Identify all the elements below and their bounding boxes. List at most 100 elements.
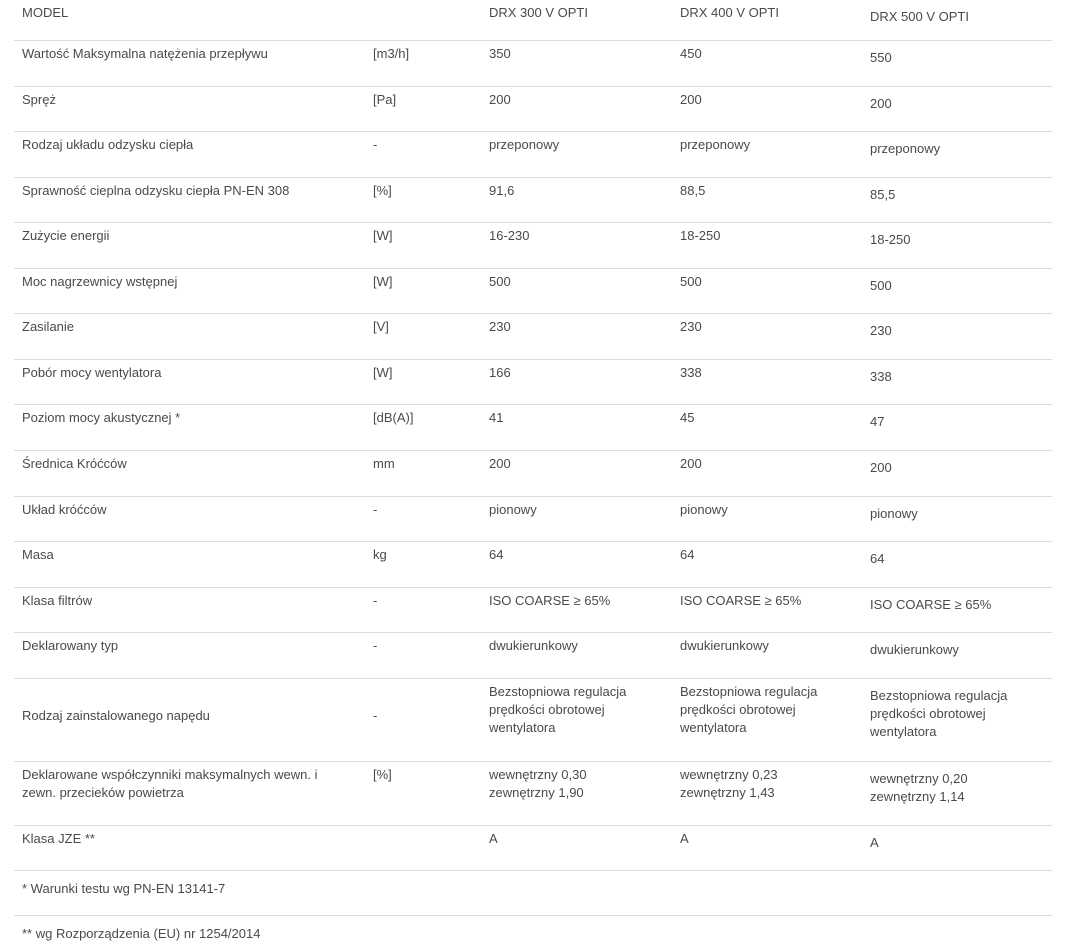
table-row: Układ króćców - pionowy pionowy pionowy xyxy=(14,496,1052,542)
row-label: Pobór mocy wentylatora xyxy=(22,365,162,380)
model-1-value: 230 xyxy=(489,319,511,334)
model-3-value: 230 xyxy=(870,323,892,338)
row-unit xyxy=(373,826,489,830)
table-row: Deklarowany typ - dwukierunkowy dwukierunko… xyxy=(14,632,1052,679)
row-unit: mm xyxy=(373,456,395,471)
model-3-value: ISO COARSE ≥ 65% xyxy=(870,597,992,612)
row-label: Moc nagrzewnicy wstępnej xyxy=(22,274,178,289)
row-label: Rodzaj zainstalowanego napędu xyxy=(22,708,210,723)
row-label: Sprawność cieplna odzysku ciepła PN-EN 3… xyxy=(22,183,290,198)
model-1-value: 500 xyxy=(489,274,511,289)
footnote: ** wg Rozporządzenia (EU) nr 1254/2014 xyxy=(22,926,261,941)
model-2-value: 338 xyxy=(680,365,702,380)
row-unit: - xyxy=(373,502,378,517)
model-2-value: 64 xyxy=(680,547,695,562)
model-2-value: pionowy xyxy=(680,502,728,517)
model-2-value: 200 xyxy=(680,456,702,471)
table-row: Deklarowane współczynniki maksymalnych w… xyxy=(14,761,1052,826)
model-2-value: 45 xyxy=(680,410,695,425)
model-2-value: wewnętrzny 0,23 zewnętrzny 1,43 xyxy=(680,767,778,800)
row-label: Klasa JZE ** xyxy=(22,831,95,846)
row-label: MODEL xyxy=(22,5,69,20)
model-2-value: Bezstopniowa regulacja prędkości obrotow… xyxy=(680,684,818,735)
model-3-value: 200 xyxy=(870,460,892,475)
row-label: Deklarowane współczynniki maksymalnych w… xyxy=(22,767,318,800)
model-3-value: DRX 500 V OPTI xyxy=(870,9,969,24)
model-2-value: 88,5 xyxy=(680,183,706,198)
row-label: Zasilanie xyxy=(22,319,75,334)
row-label: Deklarowany typ xyxy=(22,638,119,653)
model-1-value: ISO COARSE ≥ 65% xyxy=(489,593,611,608)
model-2-value: 230 xyxy=(680,319,702,334)
row-label: Układ króćców xyxy=(22,502,107,517)
model-3-value: Bezstopniowa regulacja prędkości obrotow… xyxy=(870,688,1008,739)
model-3-value: dwukierunkowy xyxy=(870,642,959,657)
table-row: Masa kg 64 64 64 xyxy=(14,541,1052,588)
model-3-value: przeponowy xyxy=(870,141,941,156)
model-1-value: 350 xyxy=(489,46,511,61)
model-3-value: 18-250 xyxy=(870,232,911,247)
footnote-row: ** wg Rozporządzenia (EU) nr 1254/2014 xyxy=(14,916,1052,949)
model-2-value: A xyxy=(680,831,689,846)
row-label: Klasa filtrów xyxy=(22,593,93,608)
table-row: Sprawność cieplna odzysku ciepła PN-EN 3… xyxy=(14,177,1052,223)
table-row: Klasa filtrów - ISO COARSE ≥ 65% ISO COARSE… xyxy=(14,587,1052,633)
row-unit: [%] xyxy=(373,183,392,198)
model-3-value: 500 xyxy=(870,278,892,293)
model-2-value: ISO COARSE ≥ 65% xyxy=(680,593,802,608)
row-label: Spręż xyxy=(22,92,56,107)
row-unit xyxy=(373,0,489,4)
table-row: Spręż [Pa] 200 200 200 xyxy=(14,86,1052,132)
model-3-value: 338 xyxy=(870,369,892,384)
row-unit: [V] xyxy=(373,319,389,334)
row-unit: [m3/h] xyxy=(373,46,410,61)
model-1-value: wewnętrzny 0,30 zewnętrzny 1,90 xyxy=(489,767,587,800)
row-unit: - xyxy=(373,708,378,723)
table-row: Zasilanie [V] 230 230 230 xyxy=(14,313,1052,360)
row-unit: [Pa] xyxy=(373,92,397,107)
row-unit: [W] xyxy=(373,274,393,289)
model-3-value: A xyxy=(870,835,879,850)
model-3-value: wewnętrzny 0,20 zewnętrzny 1,14 xyxy=(870,771,968,804)
model-1-value: dwukierunkowy xyxy=(489,638,578,653)
model-3-value: 47 xyxy=(870,414,885,429)
model-1-value: 64 xyxy=(489,547,504,562)
model-1-value: 91,6 xyxy=(489,183,515,198)
row-unit: - xyxy=(373,137,378,152)
model-3-value: 85,5 xyxy=(870,187,896,202)
row-unit: - xyxy=(373,638,378,653)
model-2-value: 450 xyxy=(680,46,702,61)
model-1-value: pionowy xyxy=(489,502,537,517)
table-row: Rodzaj zainstalowanego napędu - Bezstopnio… xyxy=(14,678,1052,762)
model-1-value: DRX 300 V OPTI xyxy=(489,5,588,20)
model-2-value: 18-250 xyxy=(680,228,721,243)
model-1-value: 200 xyxy=(489,456,511,471)
table-row: Średnica Króćców mm 200 200 200 xyxy=(14,450,1052,497)
model-1-value: A xyxy=(489,831,498,846)
table-row: Pobór mocy wentylatora [W] 166 338 338 xyxy=(14,359,1052,405)
row-unit: [W] xyxy=(373,228,393,243)
model-2-value: przeponowy xyxy=(680,137,751,152)
model-1-value: przeponowy xyxy=(489,137,560,152)
footnote: * Warunki testu wg PN-EN 13141-7 xyxy=(22,881,226,896)
model-2-value: 200 xyxy=(680,92,702,107)
row-label: Wartość Maksymalna natężenia przepływu xyxy=(22,46,268,61)
table-row: Zużycie energii [W] 16-230 18-250 18-250 xyxy=(14,222,1052,269)
table-row: Rodzaj układu odzysku ciepła - przeponowy p… xyxy=(14,131,1052,178)
row-label: Średnica Króćców xyxy=(22,456,127,471)
specification-table: MODEL DRX 300 V OPTI DRX 400 V OPTI DRX 500… xyxy=(14,0,1052,949)
model-1-value: 200 xyxy=(489,92,511,107)
row-unit: kg xyxy=(373,547,387,562)
header-row: MODEL DRX 300 V OPTI DRX 400 V OPTI DRX 500… xyxy=(14,0,1052,41)
row-unit: [W] xyxy=(373,365,393,380)
row-label: Poziom mocy akustycznej * xyxy=(22,410,181,425)
model-3-value: 64 xyxy=(870,551,885,566)
row-unit: - xyxy=(373,593,378,608)
model-3-value: pionowy xyxy=(870,506,918,521)
row-label: Zużycie energii xyxy=(22,228,110,243)
model-3-value: 550 xyxy=(870,50,892,65)
model-1-value: 41 xyxy=(489,410,504,425)
model-3-value: 200 xyxy=(870,96,892,111)
model-1-value: Bezstopniowa regulacja prędkości obrotow… xyxy=(489,684,627,735)
footnote-row: * Warunki testu wg PN-EN 13141-7 xyxy=(14,870,1052,916)
